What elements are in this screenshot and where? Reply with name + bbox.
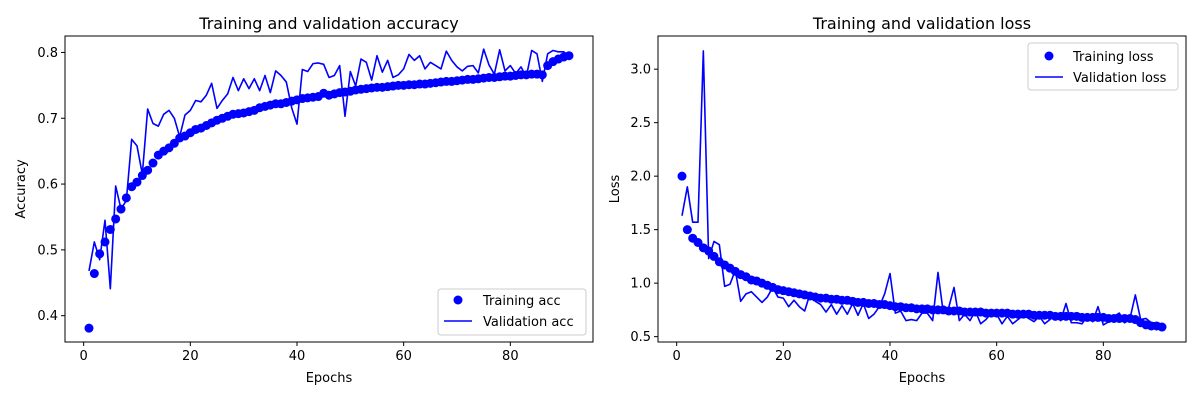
accuracy-x-tick-label: 80 — [502, 349, 519, 364]
loss-y-ticks: 0.5 1.0 1.5 2.0 2.5 3.0 — [630, 63, 658, 345]
accuracy-y-tick-label: 0.6 — [37, 178, 58, 193]
accuracy-chart-title: Training and validation accuracy — [198, 14, 458, 33]
loss-plot-frame — [657, 35, 1187, 343]
loss-y-tick-label: 0.5 — [630, 330, 651, 345]
loss-x-axis-label: Epochs — [899, 371, 946, 386]
accuracy-y-tick-label: 0.5 — [37, 243, 58, 258]
accuracy-plot-frame — [64, 35, 594, 343]
loss-y-tick-label: 1.5 — [630, 223, 651, 238]
accuracy-legend: Training acc Validation acc — [437, 288, 587, 336]
loss-legend-marker-training — [1044, 51, 1054, 61]
loss-x-tick-label: 60 — [988, 349, 1005, 364]
accuracy-y-axis-label: Accuracy — [14, 159, 29, 219]
accuracy-legend-label-validation: Validation acc — [483, 315, 574, 330]
accuracy-y-tick-label: 0.4 — [37, 309, 58, 324]
loss-training-point — [1157, 322, 1167, 332]
loss-legend-label-validation: Validation loss — [1073, 71, 1167, 86]
loss-y-tick-label: 3.0 — [630, 63, 651, 78]
loss-x-tick-label: 0 — [673, 349, 681, 364]
loss-legend-label-training: Training loss — [1072, 50, 1154, 65]
accuracy-training-point — [143, 165, 153, 175]
loss-training-point — [677, 171, 687, 181]
accuracy-training-point — [537, 70, 547, 80]
accuracy-training-point — [89, 269, 99, 279]
accuracy-series — [84, 48, 574, 333]
accuracy-x-tick-label: 60 — [395, 349, 412, 364]
loss-legend: Training loss Validation loss — [1027, 42, 1179, 91]
accuracy-legend-box — [437, 288, 587, 336]
accuracy-y-tick-label: 0.7 — [37, 112, 58, 127]
loss-chart: Training and validation loss 0 20 40 60 80 0… — [608, 14, 1187, 386]
accuracy-x-tick-label: 40 — [289, 349, 306, 364]
loss-x-ticks: 0 20 40 60 80 — [673, 342, 1112, 364]
accuracy-training-point — [116, 204, 126, 214]
accuracy-x-ticks: 0 20 40 60 80 — [80, 342, 519, 364]
accuracy-validation-line — [88, 48, 570, 290]
accuracy-x-tick-label: 20 — [182, 349, 199, 364]
accuracy-training-point — [105, 224, 115, 234]
accuracy-legend-label-training: Training acc — [482, 294, 561, 309]
accuracy-training-point — [100, 237, 110, 247]
accuracy-training-point — [111, 214, 121, 224]
accuracy-x-axis-label: Epochs — [306, 371, 353, 386]
accuracy-training-point — [148, 158, 158, 168]
accuracy-y-ticks: 0.4 0.5 0.6 0.7 0.8 — [37, 46, 65, 324]
accuracy-legend-marker-training — [453, 295, 463, 305]
loss-chart-title: Training and validation loss — [812, 14, 1031, 33]
loss-y-tick-label: 2.0 — [630, 170, 651, 185]
loss-training-point — [682, 225, 692, 235]
accuracy-training-point — [84, 323, 94, 333]
accuracy-chart: Training and validation accuracy 0 20 40 60… — [14, 14, 594, 386]
loss-legend-box — [1027, 42, 1179, 91]
loss-y-tick-label: 1.0 — [630, 277, 651, 292]
loss-series — [677, 50, 1167, 332]
accuracy-training-point — [564, 51, 574, 61]
loss-y-tick-label: 2.5 — [630, 116, 651, 131]
loss-x-tick-label: 40 — [882, 349, 899, 364]
loss-y-axis-label: Loss — [608, 175, 623, 204]
accuracy-training-point — [121, 193, 131, 203]
loss-x-tick-label: 80 — [1095, 349, 1112, 364]
accuracy-y-tick-label: 0.8 — [37, 46, 58, 61]
accuracy-x-tick-label: 0 — [80, 349, 88, 364]
accuracy-training-point — [95, 249, 105, 259]
accuracy-training-point — [132, 177, 142, 187]
loss-validation-line — [681, 50, 1163, 328]
loss-x-tick-label: 20 — [775, 349, 792, 364]
